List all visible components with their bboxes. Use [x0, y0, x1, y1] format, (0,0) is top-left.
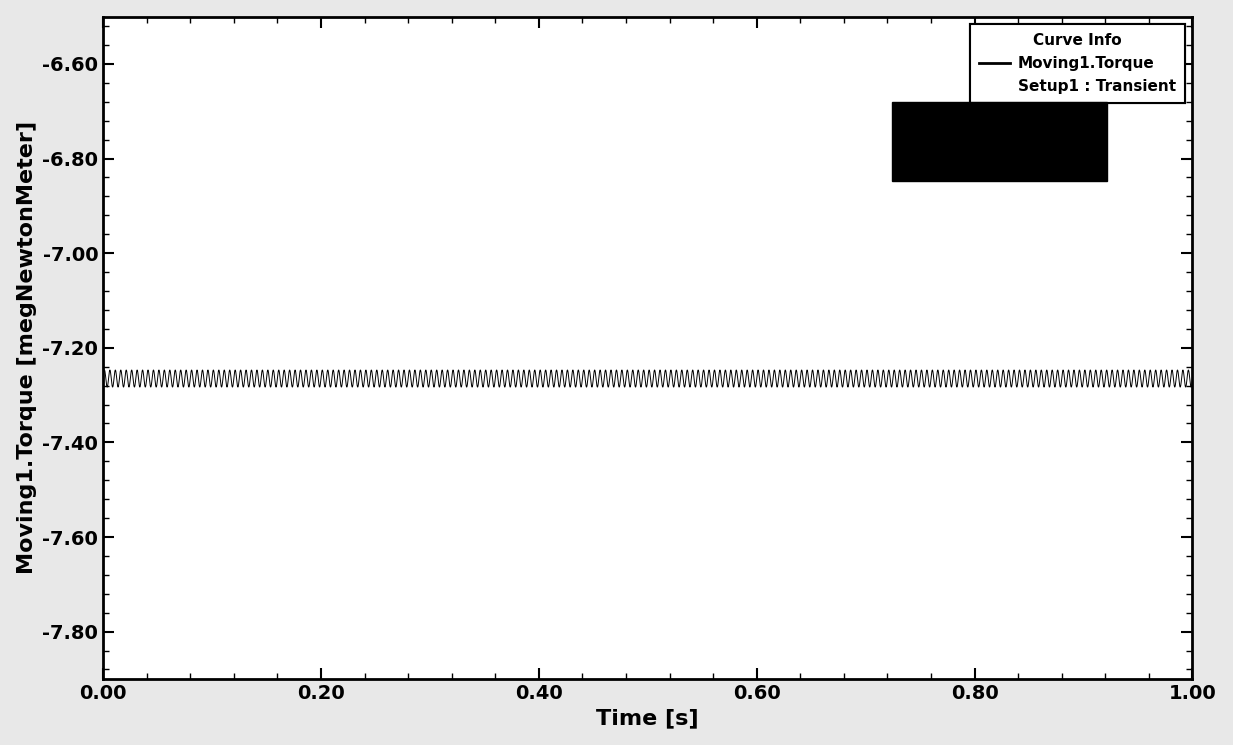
Legend: Moving1.Torque, Setup1 : Transient: Moving1.Torque, Setup1 : Transient: [970, 25, 1185, 103]
Y-axis label: Moving1.Torque [megNewtonMeter]: Moving1.Torque [megNewtonMeter]: [17, 121, 37, 574]
X-axis label: Time [s]: Time [s]: [597, 708, 699, 729]
